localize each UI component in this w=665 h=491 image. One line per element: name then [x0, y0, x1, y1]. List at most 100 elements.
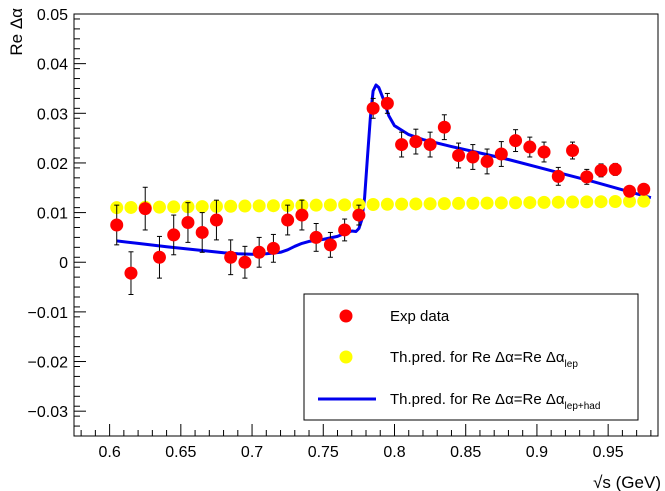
x-tick-label: 0.85: [450, 444, 481, 461]
exp-point: [224, 250, 238, 264]
lep-point: [566, 195, 580, 209]
legend-label-lep-main: Th.pred. for Re Δα=Re Δα: [390, 349, 565, 366]
y-tick-label: 0: [59, 255, 68, 272]
exp-point: [295, 208, 309, 222]
lep-point: [395, 197, 409, 211]
series-exp-data: [110, 92, 651, 296]
exp-point: [352, 208, 366, 222]
exp-point: [409, 135, 423, 149]
legend-label-exp: Exp data: [390, 308, 450, 325]
lep-point: [224, 199, 238, 213]
lep-point: [167, 200, 181, 214]
exp-point: [323, 238, 337, 252]
lep-point: [252, 199, 266, 213]
lep-point: [480, 196, 494, 210]
lep-point: [152, 200, 166, 214]
legend-label-lephad-main: Th.pred. for Re Δα=Re Δα: [390, 391, 565, 408]
series-lep-points: [110, 194, 651, 215]
exp-point: [124, 266, 138, 280]
exp-point: [551, 169, 565, 183]
exp-point: [580, 170, 594, 184]
y-tick-label: 0.05: [37, 7, 68, 24]
x-tick-label: 0.8: [383, 444, 405, 461]
lep-point: [509, 196, 523, 210]
exp-point: [281, 213, 295, 227]
legend-label-lep: Th.pred. for Re Δα=Re Δαlep: [390, 349, 578, 370]
x-tick-label: 0.65: [165, 444, 196, 461]
legend-label-lephad-sub: lep+had: [565, 401, 601, 412]
lep-point: [338, 198, 352, 212]
exp-point: [637, 182, 651, 196]
x-tick-label: 0.6: [98, 444, 120, 461]
lep-point: [124, 200, 138, 214]
exp-point: [252, 245, 266, 259]
x-tick-label: 0.9: [526, 444, 548, 461]
exp-point: [195, 225, 209, 239]
exp-point: [423, 138, 437, 152]
lep-point: [452, 196, 466, 210]
lep-point: [309, 198, 323, 212]
axes: 0.60.650.70.750.80.850.90.9510.050.040.0…: [28, 7, 659, 461]
lep-point: [409, 197, 423, 211]
lep-point: [551, 195, 565, 209]
exp-point: [266, 241, 280, 255]
exp-point: [309, 230, 323, 244]
exp-point: [395, 138, 409, 152]
exp-point: [623, 184, 637, 198]
y-tick-label: 0.04: [37, 57, 68, 74]
lep-point: [537, 195, 551, 209]
legend-label-lep-sub: lep: [565, 359, 579, 370]
exp-point: [366, 101, 380, 115]
legend: Exp data Th.pred. for Re Δα=Re Δαlep Th.…: [303, 293, 639, 421]
exp-point: [437, 120, 451, 134]
lep-point: [580, 195, 594, 209]
lep-point: [238, 199, 252, 213]
lep-point: [623, 194, 637, 208]
exp-point: [494, 147, 508, 161]
exp-point: [480, 154, 494, 168]
x-axis-title: √s (GeV): [593, 473, 661, 491]
exp-point: [238, 255, 252, 269]
x-tick-label: 0.7: [241, 444, 263, 461]
exp-point: [537, 145, 551, 159]
exp-point: [523, 140, 537, 154]
y-tick-label: −0.01: [28, 305, 69, 322]
exp-point: [452, 148, 466, 162]
lep-point: [523, 196, 537, 210]
exp-point: [110, 218, 124, 232]
exp-point: [566, 144, 580, 158]
exp-point: [594, 163, 608, 177]
lep-point: [494, 196, 508, 210]
y-tick-label: 0.02: [37, 156, 68, 173]
x-tick-label: 0.75: [308, 444, 339, 461]
exp-point: [338, 223, 352, 237]
exp-point: [152, 250, 166, 264]
legend-marker-exp: [339, 309, 353, 323]
lep-point: [366, 197, 380, 211]
exp-point: [167, 228, 181, 242]
exp-point: [181, 216, 195, 230]
legend-marker-lep: [339, 350, 353, 364]
x-tick-label: 0.95: [593, 444, 624, 461]
exp-point: [380, 96, 394, 110]
legend-label-lephad: Th.pred. for Re Δα=Re Δαlep+had: [390, 391, 600, 412]
exp-point: [138, 202, 152, 216]
exp-point: [608, 162, 622, 176]
lep-point: [380, 197, 394, 211]
y-tick-label: −0.02: [28, 355, 69, 372]
lep-point: [594, 195, 608, 209]
y-tick-label: −0.03: [28, 404, 69, 421]
exp-point: [466, 150, 480, 164]
lep-point: [195, 200, 209, 214]
lep-point: [466, 196, 480, 210]
y-axis-title: Re Δα: [7, 8, 26, 56]
exp-point: [509, 134, 523, 148]
lep-point: [323, 198, 337, 212]
y-tick-label: 0.03: [37, 106, 68, 123]
exp-point: [209, 213, 223, 227]
lep-point: [266, 199, 280, 213]
y-tick-label: 0.01: [37, 206, 68, 223]
lep-point: [423, 197, 437, 211]
lep-point: [437, 197, 451, 211]
